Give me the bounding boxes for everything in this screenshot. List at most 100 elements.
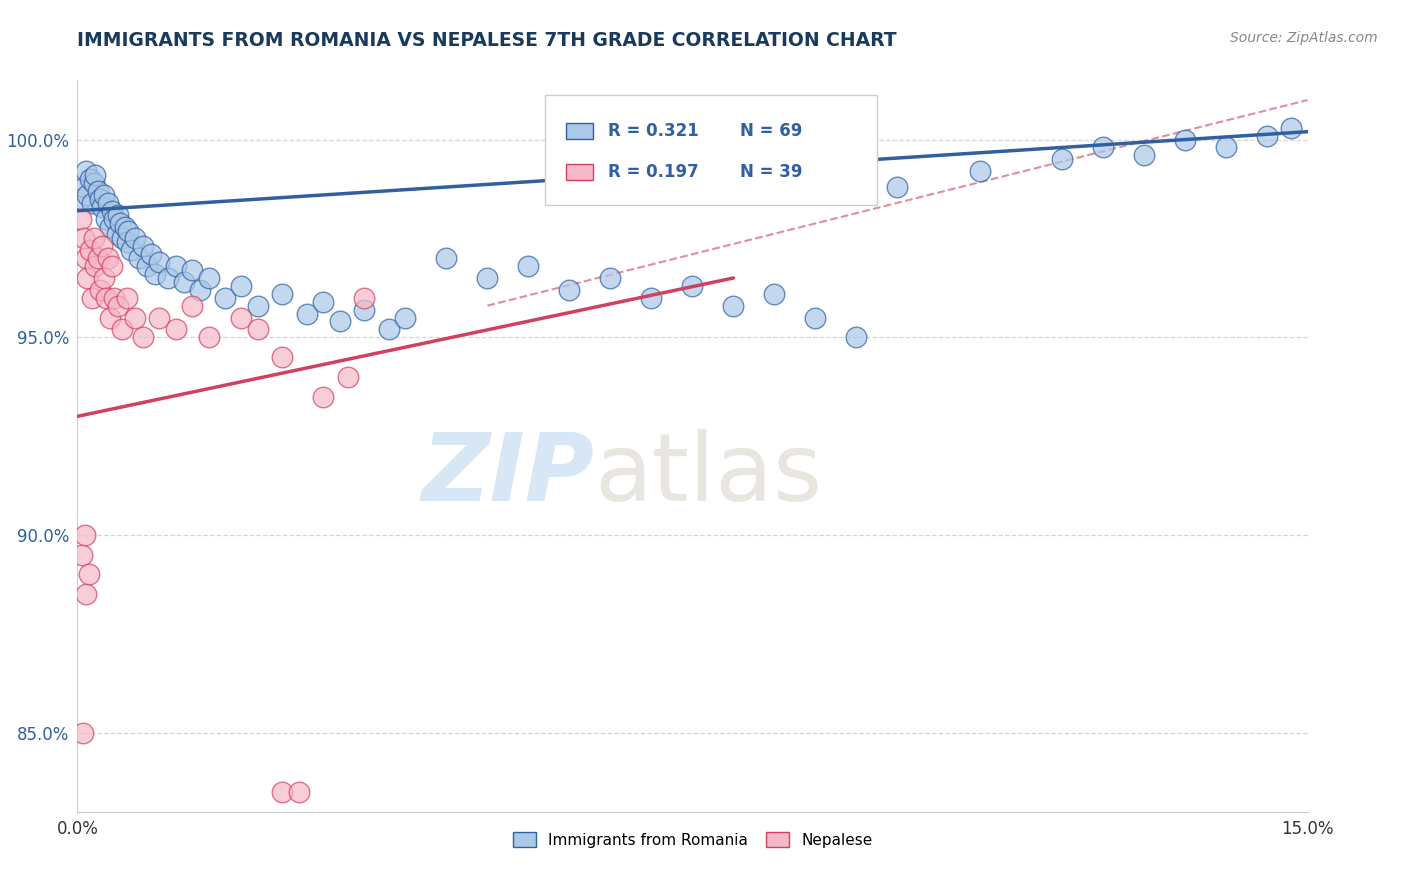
Point [93,271,115,285]
Point [82,195,104,210]
Point [517,259,540,273]
Point [723,299,745,313]
Point [394,310,416,325]
Text: IMMIGRANTS FROM ROMANIA VS NEPALESE 7TH GRADE CORRELATION CHART: IMMIGRANTS FROM ROMANIA VS NEPALESE 7TH … [77,31,897,50]
Point [271,286,294,301]
Point [77,567,100,582]
Point [337,369,360,384]
Point [90,200,114,214]
Point [804,310,827,325]
Point [165,259,187,273]
Point [214,291,236,305]
Point [246,322,269,336]
Point [93,188,115,202]
Point [599,271,621,285]
Point [114,219,136,234]
Point [87,251,110,265]
Point [197,330,219,344]
Point [72,725,94,739]
Point [87,184,110,198]
Point [124,231,146,245]
Point [132,330,155,344]
Point [97,251,120,265]
Point [73,528,96,542]
Point [79,244,101,258]
Point [73,180,96,194]
Point [1174,132,1197,146]
Point [94,291,117,305]
Point [90,239,114,253]
Point [188,283,212,297]
Point [75,164,97,178]
Point [136,259,159,273]
Point [436,251,458,265]
Text: Source: ZipAtlas.com: Source: ZipAtlas.com [1230,31,1378,45]
Point [1279,120,1302,135]
Point [111,231,134,245]
Point [231,278,253,293]
Point [558,283,581,297]
Text: R = 0.197: R = 0.197 [607,163,699,181]
Point [83,231,105,245]
Point [181,299,204,313]
FancyBboxPatch shape [565,123,593,139]
Point [246,299,269,313]
Text: atlas: atlas [595,429,823,521]
Point [640,291,662,305]
Point [101,203,124,218]
Point [181,263,204,277]
Point [1132,148,1154,162]
Point [79,172,101,186]
Point [1215,140,1237,154]
FancyBboxPatch shape [565,164,593,180]
Point [886,180,908,194]
Point [329,314,352,328]
Point [132,239,155,253]
Point [231,310,253,325]
Point [115,291,138,305]
Text: ZIP: ZIP [422,429,595,521]
Point [82,291,104,305]
Point [156,271,179,285]
Point [97,195,120,210]
Point [1091,140,1114,154]
Text: R = 0.321: R = 0.321 [607,122,699,140]
Point [111,322,134,336]
Point [108,216,131,230]
Point [969,164,991,178]
Text: N = 39: N = 39 [741,163,803,181]
Point [141,247,163,261]
Legend: Immigrants from Romania, Nepalese: Immigrants from Romania, Nepalese [505,824,880,855]
Point [98,219,121,234]
Point [107,208,129,222]
Point [83,176,105,190]
Point [173,275,195,289]
Point [763,286,786,301]
Point [165,322,187,336]
Point [105,227,128,242]
Point [70,211,93,226]
Point [115,235,138,250]
Point [84,168,107,182]
Point [312,390,335,404]
Point [124,310,146,325]
Point [1050,153,1073,167]
Text: N = 69: N = 69 [741,122,803,140]
Point [477,271,499,285]
Point [378,322,401,336]
Point [89,192,111,206]
Point [89,283,111,297]
Point [94,211,117,226]
Point [148,310,170,325]
Point [295,307,318,321]
Point [128,251,150,265]
Point [76,188,98,202]
Point [117,223,139,237]
Point [107,299,129,313]
Point [76,271,98,285]
Point [1256,128,1278,143]
Point [353,302,375,317]
Point [288,785,311,799]
Point [271,785,294,799]
Point [197,271,219,285]
